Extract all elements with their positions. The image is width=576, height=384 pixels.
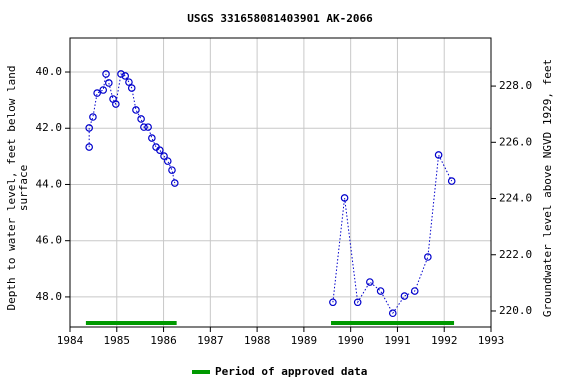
- data-point: [447, 177, 456, 185]
- data-point: [434, 151, 443, 159]
- y2-tick-label: 226.0: [499, 135, 532, 148]
- x-tick-label: 1991: [384, 334, 411, 347]
- x-tick-label: 1984: [57, 334, 84, 347]
- x-tick-label: 1988: [244, 334, 271, 347]
- y2-tick-label: 224.0: [499, 192, 532, 205]
- data-point: [160, 152, 168, 160]
- x-tick-label: 1986: [150, 334, 177, 347]
- data-point: [121, 72, 129, 80]
- data-point: [105, 79, 113, 87]
- x-tick-label: 1993: [478, 334, 505, 347]
- data-point: [424, 253, 432, 261]
- data-point: [85, 143, 93, 151]
- data-point: [329, 298, 337, 307]
- data-point: [112, 100, 120, 108]
- x-tick-label: 1987: [197, 334, 224, 347]
- data-point: [170, 179, 179, 187]
- data-point: [144, 123, 152, 131]
- data-point: [148, 134, 156, 142]
- plot-frame: [69, 37, 492, 328]
- y2-axis-label: Groundwater level above NGVD 1929, feet: [541, 59, 554, 317]
- y2-tick-label: 222.0: [499, 248, 532, 261]
- data-point: [400, 292, 409, 300]
- y-tick-label: 40.0: [36, 65, 63, 78]
- data-point: [163, 157, 172, 165]
- data-point: [102, 70, 110, 78]
- data-point: [125, 78, 133, 86]
- data-point: [353, 298, 362, 307]
- x-tick-label: 1992: [431, 334, 458, 347]
- data-point: [168, 166, 176, 174]
- y-tick-label: 44.0: [36, 177, 63, 190]
- chart-title: USGS 331658081403901 AK-2066: [187, 12, 373, 25]
- data-point: [89, 113, 97, 121]
- y2-tick-label: 220.0: [499, 304, 532, 317]
- y2-tick-label: 228.0: [499, 79, 532, 92]
- data-point: [388, 309, 397, 318]
- data-point: [340, 194, 349, 202]
- legend-label: Period of approved data: [215, 365, 367, 378]
- y-axis-label: surface: [17, 165, 30, 211]
- y-tick-label: 42.0: [36, 121, 63, 134]
- data-point: [156, 146, 164, 154]
- x-tick-label: 1985: [104, 334, 131, 347]
- y-tick-label: 48.0: [36, 290, 63, 303]
- data-point: [366, 278, 374, 286]
- data-point: [410, 287, 419, 295]
- data-point: [376, 287, 385, 295]
- x-tick-label: 1989: [291, 334, 318, 347]
- data-point: [85, 124, 93, 132]
- x-tick-label: 1990: [337, 334, 364, 347]
- y-tick-label: 46.0: [36, 234, 63, 247]
- data-point: [117, 70, 125, 78]
- data-point: [99, 86, 108, 94]
- y-axis-label: Depth to water level, feet below land: [5, 65, 18, 310]
- data-point: [140, 123, 148, 131]
- data-point: [137, 115, 145, 123]
- data-point: [127, 84, 136, 92]
- data-point: [93, 89, 101, 97]
- data-point: [132, 106, 140, 114]
